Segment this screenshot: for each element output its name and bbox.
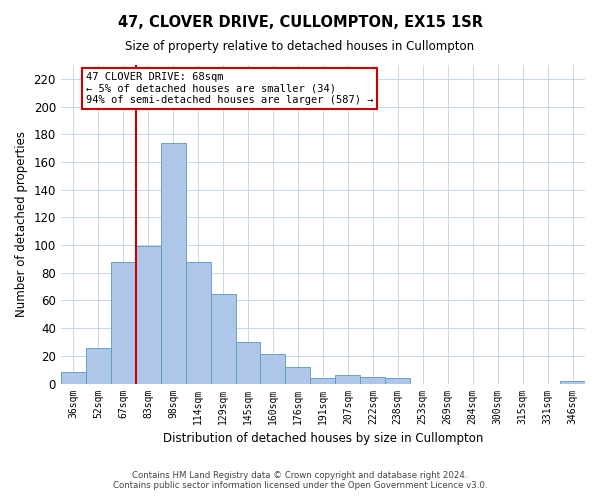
Bar <box>236 342 260 384</box>
Bar <box>161 142 185 384</box>
X-axis label: Distribution of detached houses by size in Cullompton: Distribution of detached houses by size … <box>163 432 483 445</box>
Text: Size of property relative to detached houses in Cullompton: Size of property relative to detached ho… <box>125 40 475 53</box>
Bar <box>310 378 335 384</box>
Bar <box>185 262 211 384</box>
Bar <box>260 354 286 384</box>
Bar <box>61 372 86 384</box>
Text: 47, CLOVER DRIVE, CULLOMPTON, EX15 1SR: 47, CLOVER DRIVE, CULLOMPTON, EX15 1SR <box>118 15 482 30</box>
Bar <box>86 348 111 384</box>
Y-axis label: Number of detached properties: Number of detached properties <box>15 132 28 318</box>
Bar <box>136 246 161 384</box>
Bar <box>211 294 236 384</box>
Bar <box>385 378 410 384</box>
Bar <box>286 367 310 384</box>
Text: Contains HM Land Registry data © Crown copyright and database right 2024.
Contai: Contains HM Land Registry data © Crown c… <box>113 470 487 490</box>
Bar <box>361 376 385 384</box>
Bar <box>111 262 136 384</box>
Bar <box>560 381 585 384</box>
Bar <box>335 375 361 384</box>
Text: 47 CLOVER DRIVE: 68sqm
← 5% of detached houses are smaller (34)
94% of semi-deta: 47 CLOVER DRIVE: 68sqm ← 5% of detached … <box>86 72 373 105</box>
